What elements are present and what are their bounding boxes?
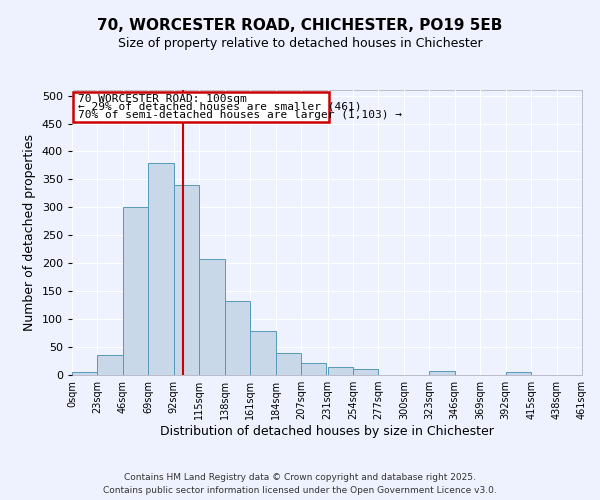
Bar: [123, 208, 148, 375]
Bar: [353, 370, 379, 375]
X-axis label: Distribution of detached houses by size in Chichester: Distribution of detached houses by size …: [160, 425, 494, 438]
Y-axis label: Number of detached properties: Number of detached properties: [23, 134, 36, 331]
Text: Contains HM Land Registry data © Crown copyright and database right 2025.: Contains HM Land Registry data © Crown c…: [124, 472, 476, 482]
Text: ← 29% of detached houses are smaller (461): ← 29% of detached houses are smaller (46…: [77, 102, 361, 112]
Bar: [301, 362, 326, 375]
Text: 70 WORCESTER ROAD: 100sqm: 70 WORCESTER ROAD: 100sqm: [77, 94, 246, 104]
Text: Contains public sector information licensed under the Open Government Licence v3: Contains public sector information licen…: [103, 486, 497, 495]
Bar: [97, 356, 123, 375]
Text: 70, WORCESTER ROAD, CHICHESTER, PO19 5EB: 70, WORCESTER ROAD, CHICHESTER, PO19 5EB: [97, 18, 503, 32]
Bar: [430, 371, 455, 375]
Text: Size of property relative to detached houses in Chichester: Size of property relative to detached ho…: [118, 38, 482, 51]
Bar: [506, 372, 531, 375]
Bar: [224, 300, 250, 375]
Bar: [250, 332, 275, 375]
Bar: [148, 162, 174, 375]
Bar: [72, 372, 97, 375]
Text: 70% of semi-detached houses are larger (1,103) →: 70% of semi-detached houses are larger (…: [77, 110, 401, 120]
Bar: [275, 352, 301, 375]
Bar: [328, 367, 353, 375]
Bar: [199, 260, 224, 375]
FancyBboxPatch shape: [73, 92, 329, 122]
Bar: [174, 185, 199, 375]
